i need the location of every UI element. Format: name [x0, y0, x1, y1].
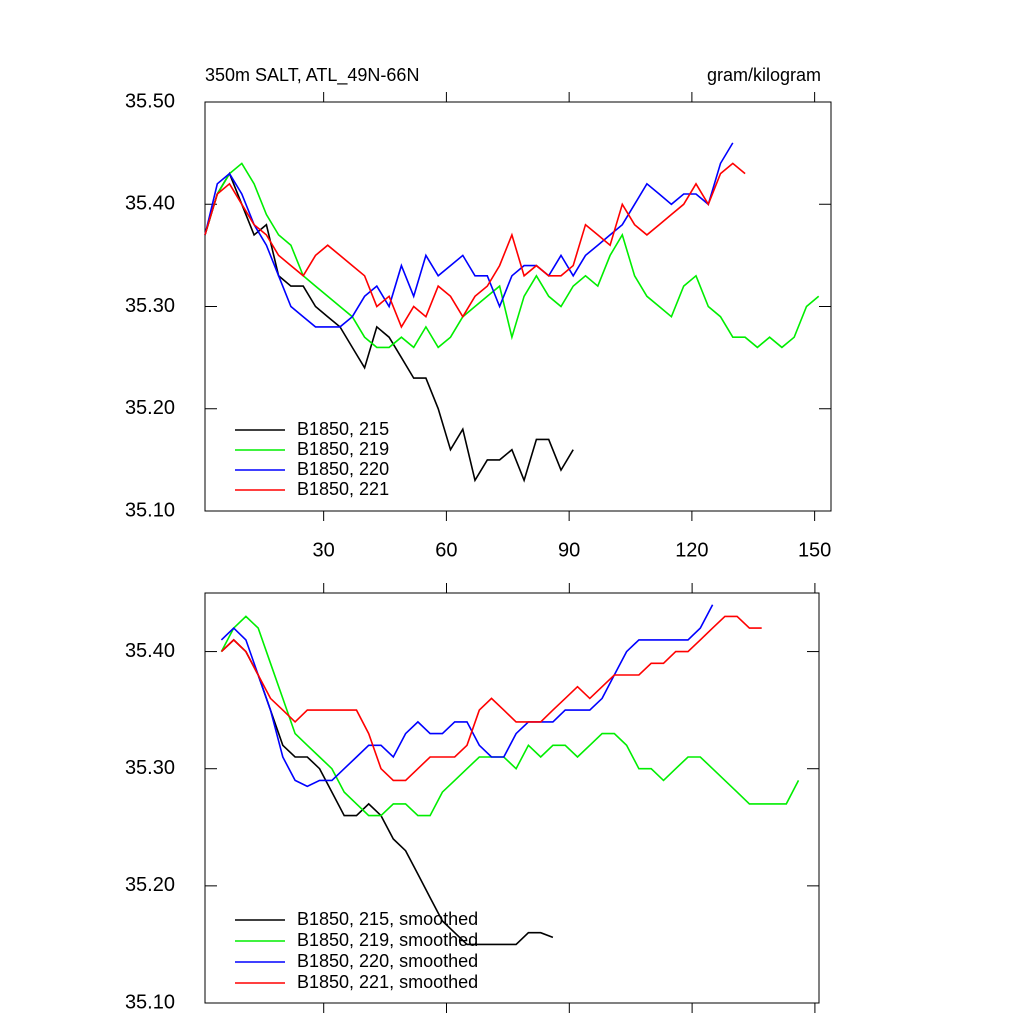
- x-tick-label: 120: [675, 539, 708, 561]
- y-tick-label: 35.10: [125, 991, 175, 1013]
- legend-label: B1850, 219: [297, 439, 389, 459]
- data-line: [204, 142, 734, 328]
- units-label: gram/kilogram: [707, 65, 821, 85]
- data-line: [220, 615, 800, 817]
- x-tick-label: 30: [313, 539, 335, 561]
- legend-label: B1850, 221: [297, 479, 389, 499]
- y-tick-label: 35.30: [125, 757, 175, 779]
- y-tick-label: 35.40: [125, 193, 175, 215]
- data-line: [204, 162, 820, 349]
- data-line: [220, 604, 714, 788]
- data-line: [204, 171, 574, 483]
- y-tick-label: 35.50: [125, 90, 175, 112]
- legend-label: B1850, 220, smoothed: [297, 951, 478, 971]
- data-line: [204, 162, 746, 329]
- legend-label: B1850, 219, smoothed: [297, 930, 478, 950]
- legend-label: B1850, 220: [297, 459, 389, 479]
- y-tick-label: 35.20: [125, 397, 175, 419]
- y-tick-label: 35.40: [125, 640, 175, 662]
- y-tick-label: 35.10: [125, 499, 175, 521]
- legend-label: B1850, 221, smoothed: [297, 972, 478, 992]
- x-tick-label: 60: [435, 539, 457, 561]
- x-tick-label: 150: [798, 539, 831, 561]
- chart-title: 350m SALT, ATL_49N-66N: [205, 65, 419, 86]
- x-tick-label: 90: [558, 539, 580, 561]
- legend-label: B1850, 215: [297, 419, 389, 439]
- data-line: [220, 638, 554, 946]
- legend-label: B1850, 215, smoothed: [297, 909, 478, 929]
- y-tick-label: 35.20: [125, 874, 175, 896]
- y-tick-label: 35.30: [125, 295, 175, 317]
- plot-frame: [204, 592, 820, 1004]
- data-line: [220, 615, 762, 782]
